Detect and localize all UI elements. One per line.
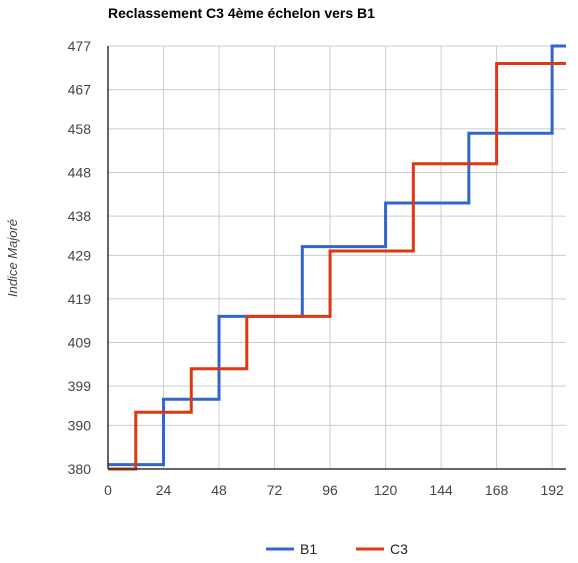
series-line-c3	[108, 61, 566, 471]
y-tick-label: 419	[68, 291, 92, 307]
x-tick-label: 168	[485, 482, 509, 498]
x-tick-label: 120	[374, 482, 398, 498]
tick-labels: 0 24 48 72 96 120 144 168 192 380 390 399 409 419 429 4…	[68, 38, 564, 498]
x-tick-label: 48	[211, 482, 227, 498]
x-tick-label: 0	[104, 482, 112, 498]
x-tick-label: 144	[429, 482, 453, 498]
chart-title: Reclassement C3 4ème échelon vers B1	[108, 5, 375, 21]
legend: B1 C3	[266, 541, 408, 557]
y-tick-label: 448	[68, 164, 92, 180]
y-tick-label: 399	[68, 378, 92, 394]
x-tick-label: 192	[540, 482, 564, 498]
x-tick-label: 24	[156, 482, 172, 498]
y-tick-label: 438	[68, 208, 92, 224]
x-tick-label: 96	[322, 482, 338, 498]
y-tick-label: 390	[68, 417, 92, 433]
y-tick-label: 458	[68, 121, 92, 137]
y-axis-title: Indice Majoré	[5, 219, 20, 297]
y-tick-label: 477	[68, 38, 92, 54]
y-tick-label: 467	[68, 82, 92, 98]
legend-label-b1: B1	[300, 541, 317, 557]
series-lines	[108, 44, 566, 471]
axes	[107, 46, 566, 470]
y-tick-label: 429	[68, 247, 92, 263]
x-tick-label: 72	[267, 482, 283, 498]
legend-label-c3: C3	[390, 541, 408, 557]
y-tick-label: 409	[68, 335, 92, 351]
series-line-b1	[108, 44, 566, 467]
y-tick-label: 380	[68, 461, 92, 477]
